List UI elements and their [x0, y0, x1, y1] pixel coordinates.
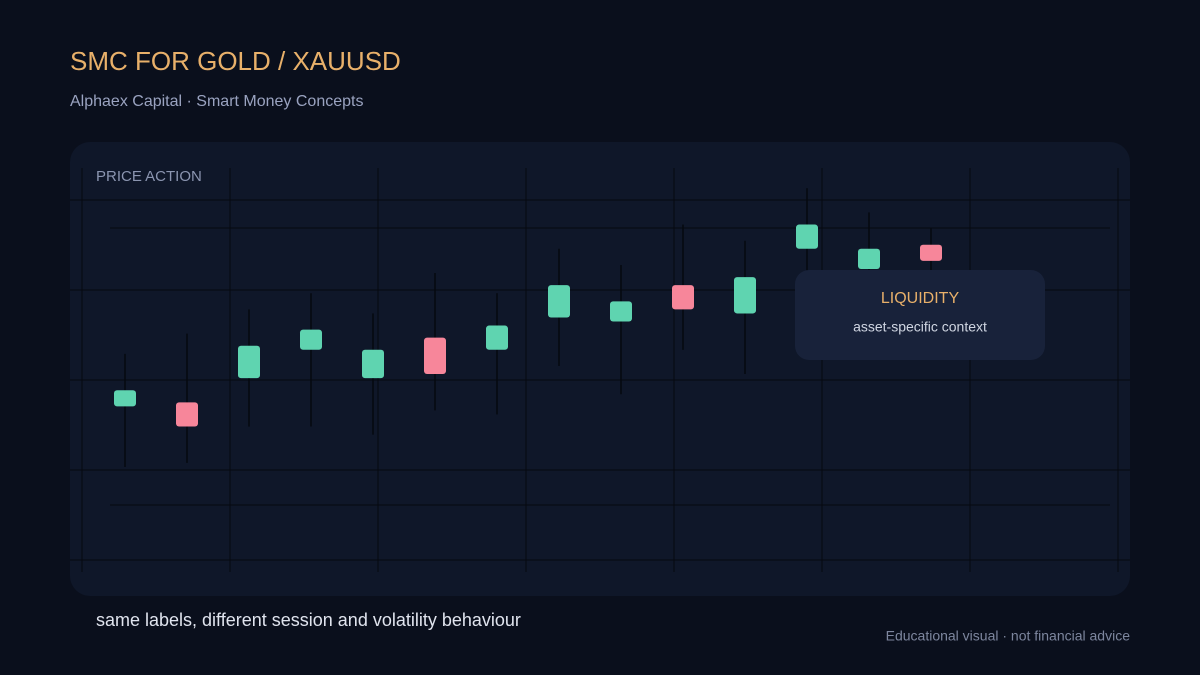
annotation-text: asset-specific context	[853, 319, 987, 335]
candle-body	[362, 349, 384, 379]
annotation-box	[795, 270, 1045, 360]
candle-body	[300, 329, 322, 350]
chart-subtitle: Alphaex Capital · Smart Money Concepts	[70, 93, 363, 110]
caption: same labels, different session and volat…	[96, 610, 521, 630]
candle-body	[796, 224, 818, 249]
candle-body	[548, 285, 570, 318]
candle-body	[486, 325, 508, 350]
candle-body	[672, 285, 694, 310]
candle-body	[734, 277, 756, 314]
chart-title: SMC FOR GOLD / XAUUSD	[70, 46, 401, 76]
panel-label: PRICE ACTION	[96, 168, 202, 185]
footer: Educational visual · not financial advic…	[886, 628, 1131, 644]
candle-body	[610, 301, 632, 322]
candle-body	[424, 337, 446, 375]
candle-body	[920, 244, 942, 261]
panel	[70, 142, 1130, 596]
candle-body	[114, 390, 136, 407]
candle-body	[858, 248, 880, 269]
annotation-title: LIQUIDITY	[881, 290, 960, 307]
candles	[114, 188, 942, 467]
candle-body	[238, 345, 260, 379]
candle-body	[176, 402, 198, 427]
